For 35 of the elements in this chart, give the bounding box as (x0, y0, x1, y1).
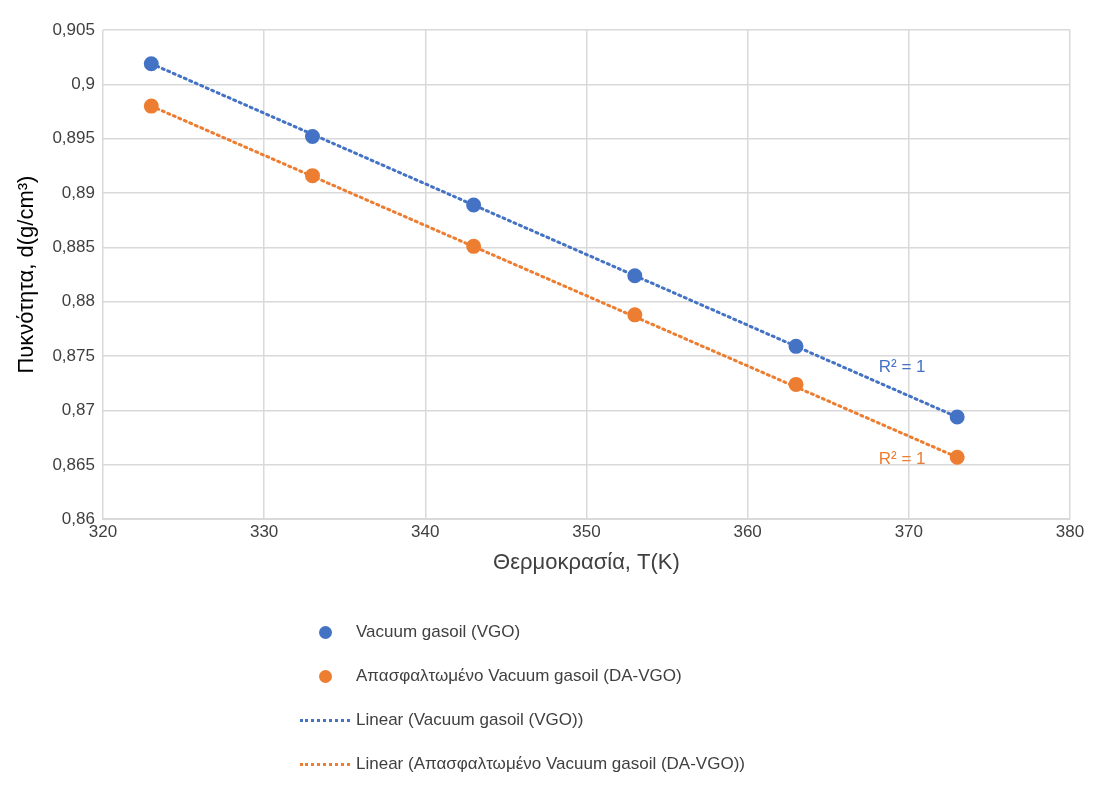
legend-label: Linear (Απασφαλτωμένο Vacuum gasoil (DA-VGO)) (356, 754, 745, 774)
x-tick-label: 380 (1055, 522, 1085, 542)
point (949, 409, 965, 425)
y-tick-label: 0,89 (61, 182, 95, 202)
point (304, 129, 320, 145)
point (143, 56, 159, 72)
legend-label: Απασφαλτωμένο Vacuum gasoil (DA-VGO) (356, 666, 682, 686)
x-axis-title: Θερμοκρασία, T(K) (493, 548, 680, 574)
point (627, 268, 643, 284)
point (788, 376, 804, 392)
point (788, 338, 804, 354)
annotation: R² = 1 (878, 356, 926, 376)
y-tick-label: 0,88 (61, 291, 95, 311)
point (466, 238, 482, 254)
y-tick-label: 0,875 (52, 345, 95, 365)
point (143, 98, 159, 114)
x-tick-label: 330 (249, 522, 279, 542)
x-tick-label: 370 (894, 522, 924, 542)
annotation: R² = 1 (878, 448, 926, 468)
x-tick-label: 350 (572, 522, 601, 542)
y-tick-label: 0,9 (71, 74, 95, 94)
x-tick-label: 360 (733, 522, 762, 542)
point (466, 197, 482, 213)
legend-label: Vacuum gasoil (VGO) (356, 622, 521, 642)
y-tick-label: 0,895 (52, 128, 95, 148)
legend-label: Linear (Vacuum gasoil (VGO)) (356, 710, 584, 730)
y-tick-label: 0,865 (52, 454, 95, 474)
point (627, 307, 643, 323)
y-axis-title: Πυκνότητα, d(g/cm³) (13, 175, 39, 374)
point (949, 449, 965, 465)
point (304, 168, 320, 184)
y-tick-label: 0,87 (61, 400, 95, 420)
y-tick-label: 0,885 (52, 237, 95, 257)
x-tick-label: 340 (411, 522, 440, 542)
y-tick-label: 0,905 (52, 19, 95, 39)
